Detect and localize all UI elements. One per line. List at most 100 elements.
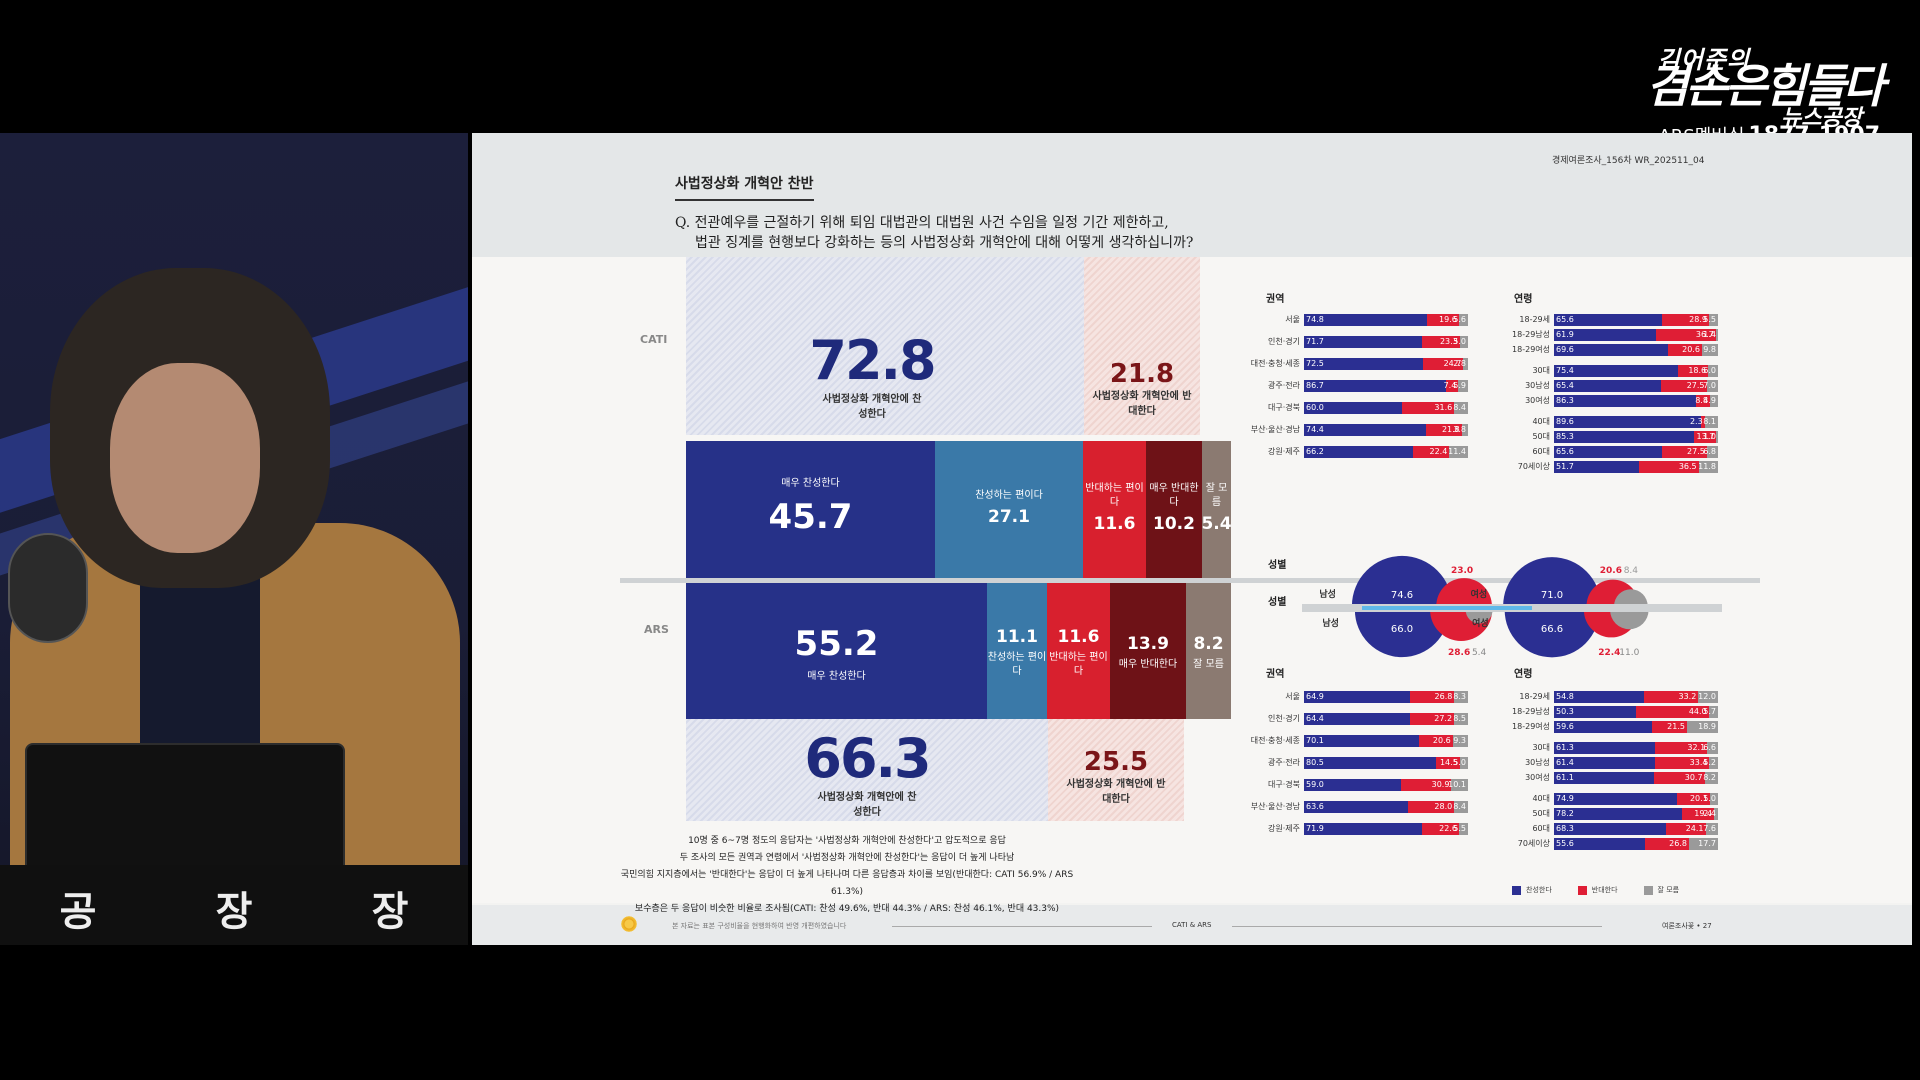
panel-bar-segment: 61.1	[1554, 772, 1655, 784]
bar-segment-4: 13.9 매우 반대한다	[1110, 583, 1186, 719]
panel-stacked-bar: 68.3 24.1 7.6	[1554, 823, 1718, 835]
panel-row-label: 대전·충청·세종	[1250, 736, 1300, 745]
panel-row: 대전·충청·세종 70.1 20.6 9.3	[1242, 734, 1474, 748]
panel-bar-segment: 55.6	[1554, 838, 1646, 850]
ars-age-title: 연령	[1514, 669, 1533, 680]
bubble-cati-unknown	[1614, 589, 1648, 606]
gender-highlight-bar	[1362, 606, 1532, 610]
panel-bar-segment: 6.8	[1703, 446, 1718, 458]
gender-label: 여성	[1472, 617, 1489, 629]
bubble-value: 66.0	[1391, 624, 1413, 635]
bubble-value: 74.6	[1391, 590, 1413, 601]
panel-row-label: 18-29여성	[1512, 722, 1550, 731]
panel-bar-value: 26.8	[1434, 692, 1453, 701]
logo-line2: 겸손은힘들다	[1646, 59, 1885, 113]
ars-disagree-caption: 사법정상화 개혁안에 반대한다	[1066, 779, 1166, 805]
bar-segment-label: 매우 반대한다	[1149, 482, 1199, 508]
note-line: 국민의힘 지지층에서는 '반대한다'는 응답이 더 높게 나타나며 다른 응답층…	[620, 870, 1074, 897]
bar-segment-value: 55.2	[794, 624, 879, 664]
panel-bar-segment: 8.4	[1453, 801, 1468, 813]
panel-bar-value: 6.0	[1703, 366, 1716, 375]
panel-bar-segment: 72.5	[1304, 358, 1423, 370]
bubble-ars-unknown	[1465, 610, 1493, 624]
footer-rule	[892, 926, 1152, 927]
mode-label-cati: CATI	[640, 333, 668, 346]
panel-bar-segment: 60.0	[1304, 402, 1403, 414]
panel-row: 60대 68.3 24.1 7.6	[1492, 822, 1724, 836]
legend-label: 반대한다	[1591, 886, 1618, 894]
bar-segment-1: 매우 찬성한다 45.7	[686, 441, 935, 578]
ars-disagree-value: 25.5	[1083, 747, 1149, 777]
bar-segment-label: 매우 찬성한다	[807, 671, 866, 682]
panel-bar-segment: 44.0	[1636, 706, 1709, 718]
panel-bar-segment: 5.5	[1703, 314, 1718, 326]
panel-bar-segment: 74.4	[1304, 424, 1427, 436]
panel-bar-segment: 5.5	[1453, 823, 1468, 835]
panel-bar-value: 51.7	[1556, 462, 1574, 471]
panel-row: 인천·경기 64.4 27.2 8.5	[1242, 712, 1474, 726]
panel-bar-value: 12.0	[1698, 692, 1716, 701]
note-line: 두 조사의 모든 권역과 연령에서 '사법정상화 개혁안에 찬성한다'는 응답이…	[679, 853, 1015, 863]
panel-bar-segment: 20.1	[1676, 793, 1710, 805]
panel-bar-segment: 8.1	[1703, 416, 1718, 428]
panel-bar-value: 5.6	[1453, 315, 1466, 324]
panel-bar-segment: 3.8	[1453, 424, 1468, 436]
panel-row: 30대 75.4 18.6 6.0	[1492, 364, 1724, 378]
bar-segment-label: 매우 반대한다	[1118, 659, 1178, 670]
panel-bar-value: 24.1	[1685, 824, 1704, 833]
bar-segment-4: 매우 반대한다 10.2	[1146, 441, 1202, 578]
bubble-cati-agree	[1351, 555, 1453, 606]
panel-bar-value: 70.1	[1306, 736, 1324, 745]
panel-bar-value: 6.8	[1703, 447, 1716, 456]
nameplate-char: 공	[59, 889, 97, 935]
panel-bar-segment: 74.9	[1554, 793, 1677, 805]
panel-row-label: 광주·전라	[1268, 758, 1300, 767]
panel-row-label: 18-29여성	[1512, 345, 1550, 354]
panel-bar-value: 44.0	[1688, 707, 1707, 716]
summary-notes: 10명 중 6~7명 정도의 응답자는 '사법정상화 개혁안에 찬성한다'고 압…	[607, 833, 1087, 918]
panel-row: 50대 78.2 19.4 2.4	[1492, 807, 1724, 821]
panel-bar-segment: 26.8	[1410, 691, 1455, 703]
panel-bar-value: 26.8	[1669, 839, 1687, 848]
panel-bar-segment: 2.8	[1453, 358, 1468, 370]
survey-slide: 사법정상화 개혁안 찬반 경제여론조사_156차 WR_202511_04 Q.…	[472, 133, 1912, 945]
panel-bar-segment: 51.7	[1554, 461, 1639, 473]
panel-bar-segment: 31.6	[1402, 402, 1455, 414]
slide-header-band	[472, 133, 1912, 257]
panel-bar-value: 17.7	[1698, 839, 1716, 848]
panel-stacked-bar: 85.3 13.7 1.0	[1554, 431, 1718, 443]
panel-bar-value: 30.9	[1431, 780, 1450, 789]
panel-bar-value: 59.6	[1556, 722, 1574, 731]
panel-stacked-bar: 80.5 14.5 5.0	[1304, 757, 1468, 769]
panel-row-label: 18-29세	[1519, 692, 1550, 701]
bar-segment-3: 반대하는 편이다 11.6	[1083, 441, 1146, 578]
panel-bar-value: 10.1	[1448, 780, 1466, 789]
bar-segment-2: 찬성하는 편이다 27.1	[935, 441, 1083, 578]
panel-bar-value: 54.8	[1556, 692, 1574, 701]
panel-bar-value: 11.8	[1698, 462, 1716, 471]
panel-bar-segment: 5.0	[1703, 793, 1718, 805]
panel-row: 18-29여성 59.6 21.5 18.9	[1492, 720, 1724, 734]
panel-row: 강원·제주 71.9 22.6 5.5	[1242, 822, 1474, 836]
panel-stacked-bar: 65.6 27.5 6.8	[1554, 446, 1718, 458]
bubble-value: 20.6	[1600, 566, 1622, 576]
panel-bar-value: 2.4	[1703, 809, 1716, 818]
panel-bar-value: 36.7	[1695, 330, 1714, 339]
panel-bar-segment: 27.2	[1409, 713, 1455, 725]
panel-bar-value: 64.4	[1306, 714, 1324, 723]
panel-bar-segment: 66.2	[1304, 446, 1413, 458]
panel-bar-segment: 78.2	[1554, 808, 1683, 820]
panel-bar-segment: 30.7	[1654, 772, 1705, 784]
host-face	[110, 363, 260, 553]
legend-item: 반대한다	[1577, 885, 1618, 895]
panel-bar-segment: 61.9	[1554, 329, 1656, 341]
cati-disagree-total: 21.8 사법정상화 개혁안에 반대한다	[1084, 359, 1200, 419]
panel-bar-segment: 11.4	[1448, 446, 1468, 458]
panel-bar-value: 21.8	[1441, 425, 1460, 434]
panel-stacked-bar: 61.4 33.4 5.2	[1554, 757, 1718, 769]
panel-row: 대구·경북 60.0 31.6 8.4	[1242, 401, 1474, 415]
panel-bar-value: 61.4	[1556, 758, 1574, 767]
panel-bar-value: 89.6	[1556, 417, 1574, 426]
panel-bar-value: 69.6	[1556, 345, 1574, 354]
legend-swatch	[1643, 885, 1653, 895]
